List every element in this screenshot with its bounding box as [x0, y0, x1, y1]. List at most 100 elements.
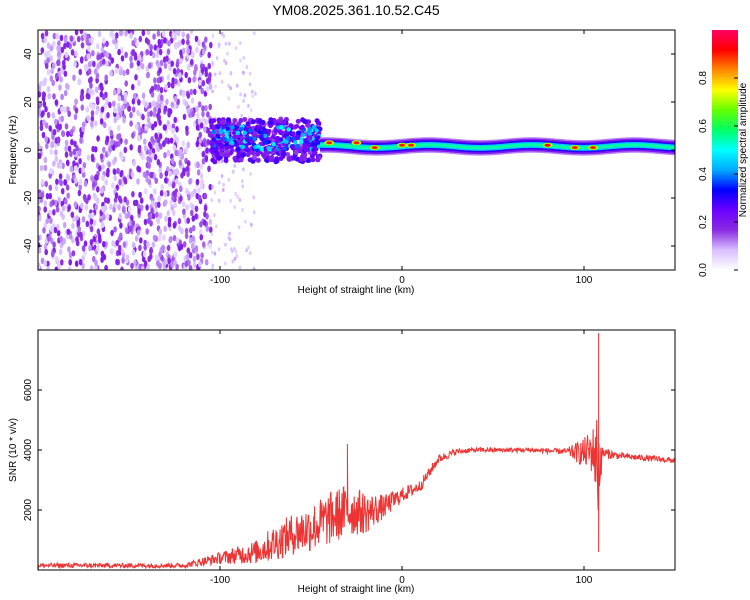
spectrogram-noise-cell [167, 180, 172, 188]
spectrogram-noise-cell [222, 182, 225, 187]
spectrogram-noise-cell [47, 93, 51, 100]
spectrogram-noise-cell [38, 262, 41, 269]
spectrogram-noise-cell [171, 77, 175, 84]
spectrogram-signal-cell [293, 140, 298, 145]
spectrogram-noise-cell [180, 227, 184, 235]
spectrogram-noise-cell [46, 57, 50, 64]
spectrogram-signal-cell [218, 129, 224, 135]
spectrogram-signal-cell [298, 156, 304, 162]
spectrogram-signal-cell [211, 118, 217, 124]
spectrogram-noise-cell [94, 204, 98, 211]
spectrogram-noise-cell [143, 218, 148, 226]
spectrogram-signal-cell [216, 140, 221, 146]
spectrogram-noise-cell [48, 125, 52, 132]
spectrogram-noise-cell [49, 45, 54, 52]
spectrogram-noise-cell [178, 40, 182, 47]
spectrogram-noise-cell [44, 62, 49, 69]
spectrogram-noise-cell [182, 208, 186, 215]
spectrogram-noise-cell [79, 95, 84, 102]
spectrogram-noise-cell [233, 205, 236, 209]
spectrogram-noise-cell [173, 169, 178, 176]
spectrogram-noise-cell [163, 62, 168, 69]
spectrogram-noise-cell [91, 50, 95, 57]
spectrogram-noise-cell [129, 144, 133, 151]
spectrogram-signal-cell [273, 128, 279, 134]
spectrogram-noise-cell [158, 212, 163, 219]
spectrogram-noise-cell [173, 116, 177, 124]
spectrogram-noise-cell [54, 99, 59, 106]
spectrogram-noise-cell [95, 174, 99, 181]
spectrogram-signal-cell [307, 126, 313, 132]
spectrogram-noise-cell [185, 125, 189, 132]
spectrogram-signal-cell [312, 150, 318, 156]
spectrogram-noise-cell [38, 101, 43, 108]
spectrogram-noise-cell [87, 194, 91, 201]
spectrogram-noise-cell [44, 180, 48, 188]
spectrogram-noise-cell [119, 30, 124, 36]
spectrogram-noise-cell [108, 101, 112, 109]
spectrogram-noise-cell [159, 143, 163, 150]
spectrogram-noise-cell [82, 193, 87, 201]
spectrogram-signal-cell [316, 120, 321, 126]
spectrogram-noise-cell [151, 212, 156, 220]
spectrogram-noise-cell [201, 105, 205, 112]
spectrogram-noise-cell [116, 167, 120, 175]
spectrogram-noise-cell [164, 137, 168, 144]
spectrogram-noise-cell [109, 31, 113, 38]
spectrogram-signal-cell [278, 129, 283, 134]
spectrogram-noise-cell [163, 225, 167, 232]
spectrogram-noise-cell [85, 39, 90, 46]
spectrogram-noise-cell [184, 232, 189, 240]
spectrogram-noise-cell [74, 30, 79, 36]
spectrogram-noise-cell [111, 144, 116, 151]
spectrogram-signal-cell [216, 134, 221, 139]
spectrogram-noise-cell [150, 152, 155, 159]
spectrogram-signal-cell [316, 135, 321, 140]
spectrogram-noise-cell [124, 80, 128, 87]
spectrogram-noise-cell [85, 92, 90, 100]
spectrogram-signal-cell [301, 132, 306, 138]
spectrogram-noise-cell [112, 38, 116, 45]
spectrogram-noise-cell [130, 171, 135, 178]
spectrogram-noise-cell [150, 85, 155, 93]
spectrogram-noise-cell [102, 37, 106, 44]
spectrogram-noise-cell [52, 160, 56, 167]
spectrogram-noise-cell [81, 125, 85, 133]
colorbar-tick-label: 0.8 [698, 71, 709, 85]
spectrogram-noise-cell [203, 192, 208, 200]
spectrogram-noise-cell [42, 119, 46, 126]
spectrogram-noise-cell [63, 106, 67, 113]
spectrogram-noise-cell [235, 83, 239, 88]
spectrogram-noise-cell [52, 40, 56, 47]
spectrogram-noise-cell [217, 42, 221, 47]
spectrogram-noise-cell [160, 184, 164, 191]
spectrogram-noise-cell [157, 195, 161, 202]
spectrogram-noise-cell [67, 145, 72, 152]
spectrogram-noise-cell [57, 44, 62, 51]
spectrogram-noise-cell [94, 264, 98, 270]
spectrogram-noise-cell [93, 120, 98, 127]
spectrogram-noise-cell [44, 30, 49, 37]
spectrogram-noise-cell [43, 206, 47, 213]
spectrogram-noise-cell [233, 247, 236, 251]
spectrogram-noise-cell [127, 211, 131, 219]
spectrogram-noise-cell [133, 259, 137, 267]
spectrogram-noise-cell [123, 91, 128, 99]
spectrogram-signal-cell [238, 157, 244, 163]
spectrogram-noise-cell [45, 142, 49, 150]
spectrogram-noise-cell [141, 30, 146, 37]
spectrogram-noise-cell [81, 166, 85, 174]
spectrogram-signal-cell [239, 126, 244, 132]
spectrogram-noise-cell [201, 151, 206, 158]
spectrogram-signal-cell [282, 146, 287, 151]
spectrogram-noise-cell [171, 127, 175, 135]
spectrogram-noise-cell [132, 199, 137, 207]
spectrogram-noise-cell [43, 260, 48, 267]
spectrogram-signal-cell [294, 124, 300, 129]
spectrogram-noise-cell [100, 221, 105, 228]
spectrogram-noise-cell [131, 98, 136, 105]
spectrogram-signal-cell [286, 127, 291, 132]
spectrogram-noise-cell [194, 245, 199, 252]
spectrogram-noise-cell [168, 236, 172, 244]
